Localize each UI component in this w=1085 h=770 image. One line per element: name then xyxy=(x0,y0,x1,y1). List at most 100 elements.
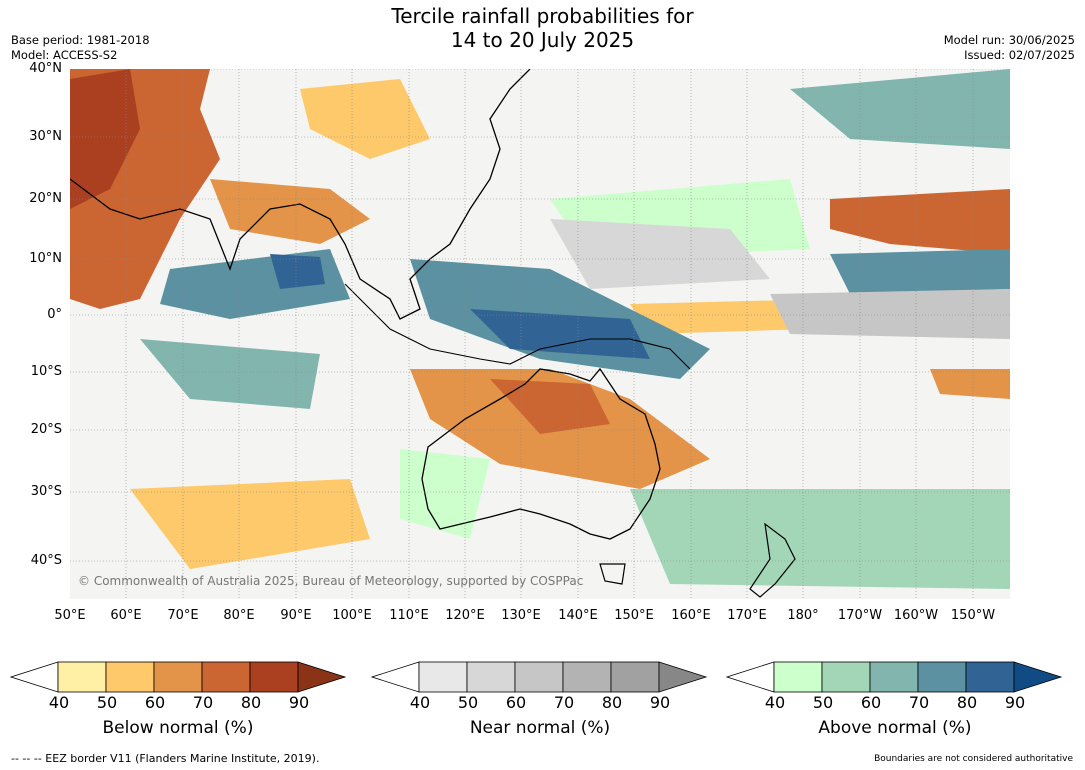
lon-label: 110°E xyxy=(389,608,429,623)
title-line-2: 14 to 20 July 2025 xyxy=(450,28,635,52)
below-normal-bay-of-bengal xyxy=(210,179,370,244)
lat-label: 30°S xyxy=(30,484,62,499)
lat-label: 40°S xyxy=(30,553,62,568)
lat-label: 40°N xyxy=(29,61,62,76)
cb-tick: 40 xyxy=(409,693,431,712)
colorbar-lower-extend xyxy=(9,661,59,693)
above-normal-west-australia xyxy=(400,449,490,539)
colorbar-near-normal xyxy=(370,660,711,694)
below-normal-pacific-band xyxy=(830,189,1010,254)
lon-label: 70°E xyxy=(167,608,199,623)
colorbar-below-normal xyxy=(9,660,350,694)
copyright-notice: © Commonwealth of Australia 2025, Bureau… xyxy=(78,574,584,588)
lon-label: 160°W xyxy=(893,608,939,623)
above-normal-itcz xyxy=(830,249,1010,294)
colorbar-segment xyxy=(57,661,107,693)
lat-label: 30°N xyxy=(29,129,62,144)
map-svg xyxy=(70,69,1010,599)
below-normal-australia-core xyxy=(490,379,610,434)
colorbar-above-normal-svg xyxy=(725,661,1063,693)
colorbar-segment xyxy=(249,661,299,693)
below-normal-china xyxy=(300,79,430,159)
colorbar-segment xyxy=(773,661,823,693)
colorbar-segment xyxy=(917,661,967,693)
lon-label: 130°E xyxy=(501,608,541,623)
lon-label: 170°E xyxy=(727,608,767,623)
cb-tick: 80 xyxy=(601,693,623,712)
lon-label: 100°E xyxy=(332,608,372,623)
colorbar-title-near: Near normal (%) xyxy=(469,718,611,738)
cb-tick: 90 xyxy=(288,693,310,712)
probability-fields xyxy=(70,69,1010,589)
near-normal-central-pacific xyxy=(550,219,770,289)
lon-label: 140°E xyxy=(558,608,598,623)
lon-label: 90°E xyxy=(280,608,312,623)
tasmania-coastline xyxy=(599,563,626,585)
cb-tick: 40 xyxy=(764,693,786,712)
lon-label: 160°E xyxy=(671,608,711,623)
colorbar-segment xyxy=(562,661,612,693)
cb-tick: 80 xyxy=(956,693,978,712)
cb-tick: 60 xyxy=(144,693,166,712)
model-run: Model run: 30/06/2025 xyxy=(943,33,1075,47)
colorbar-segment xyxy=(821,661,871,693)
cb-tick: 90 xyxy=(649,693,671,712)
model-info: Base period: 1981-2018 Model: ACCESS-S2 xyxy=(11,33,150,63)
lat-label: 10°N xyxy=(29,251,62,266)
cb-tick: 50 xyxy=(457,693,479,712)
base-period: Base period: 1981-2018 xyxy=(11,33,150,47)
lon-label: 60°E xyxy=(110,608,142,623)
colorbar-segment xyxy=(610,661,660,693)
below-normal-core-arabia xyxy=(70,69,140,209)
colorbar-upper-extend xyxy=(658,661,708,693)
lat-label: 10°S xyxy=(30,364,62,379)
below-normal-southern-ocean xyxy=(130,479,370,569)
colorbar-above-normal xyxy=(725,660,1066,694)
lon-label: 120°E xyxy=(445,608,485,623)
lon-label: 50°E xyxy=(54,608,86,623)
colorbar-segment xyxy=(105,661,155,693)
issued-date: Issued: 02/07/2025 xyxy=(964,48,1075,62)
cb-tick: 70 xyxy=(908,693,930,712)
colorbar-segment xyxy=(418,661,468,693)
colorbar-segment xyxy=(514,661,564,693)
new-zealand-coastline xyxy=(749,522,796,598)
colorbar-segment xyxy=(201,661,251,693)
lat-label: 20°N xyxy=(29,191,62,206)
near-normal-equatorial xyxy=(770,289,1010,339)
colorbar-below-normal-svg xyxy=(9,661,347,693)
colorbar-title-below: Below normal (%) xyxy=(102,718,254,738)
lat-label: 0° xyxy=(47,307,62,322)
eez-border-note: -- -- -- EEZ border V11 (Flanders Marine… xyxy=(11,752,320,765)
below-normal-se-pacific xyxy=(930,369,1010,399)
lon-label: 150°E xyxy=(614,608,654,623)
probability-map xyxy=(70,69,1010,599)
title-line-1: Tercile rainfall probabilities for xyxy=(391,4,694,28)
lon-label: 170°W xyxy=(837,608,883,623)
lon-label: 180° xyxy=(787,608,819,623)
cb-tick: 70 xyxy=(192,693,214,712)
above-normal-south-indian xyxy=(140,339,320,409)
map-title: Tercile rainfall probabilities for 14 to… xyxy=(0,4,1085,52)
colorbar-near-normal-svg xyxy=(370,661,708,693)
colorbar-segment xyxy=(466,661,516,693)
graticule xyxy=(70,69,1010,599)
colorbar-lower-extend xyxy=(370,661,420,693)
australia-coastline xyxy=(421,367,661,540)
cb-tick: 70 xyxy=(553,693,575,712)
cb-tick: 50 xyxy=(96,693,118,712)
lat-label: 20°S xyxy=(30,422,62,437)
above-normal-se-australia xyxy=(630,489,1010,589)
model-name: Model: ACCESS-S2 xyxy=(11,48,118,62)
colorbar-upper-extend xyxy=(297,661,347,693)
lon-label: 150°W xyxy=(950,608,996,623)
colorbar-title-above: Above normal (%) xyxy=(818,718,972,738)
colorbar-lower-extend xyxy=(725,661,775,693)
colorbar-segment xyxy=(153,661,203,693)
colorbar-segment xyxy=(869,661,919,693)
above-normal-indian-core xyxy=(270,254,325,289)
cb-tick: 50 xyxy=(812,693,834,712)
colorbar-upper-extend xyxy=(1013,661,1063,693)
above-normal-north-pacific xyxy=(790,69,1010,149)
cb-tick: 90 xyxy=(1004,693,1026,712)
